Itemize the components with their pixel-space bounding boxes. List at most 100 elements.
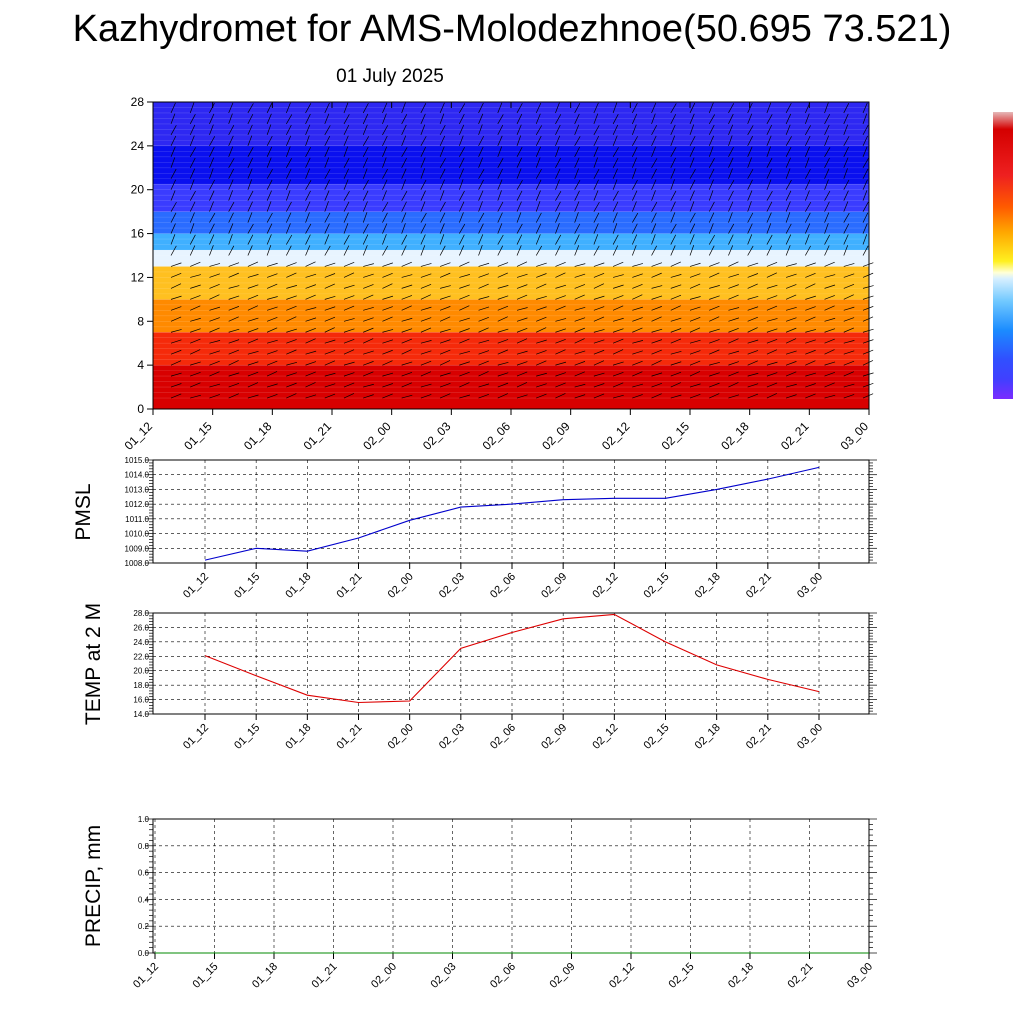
wind-barb [170,190,176,201]
wind-barb [516,245,522,256]
wind-barb [766,349,778,355]
wind-barb [862,393,874,399]
wind-barb [824,394,836,399]
wind-barb [689,317,701,322]
wind-barb [632,113,638,125]
wind-barb [266,350,278,355]
wind-barb [228,179,234,190]
wind-barb [420,190,426,201]
wind-barb [401,382,412,388]
wind-barb [536,306,547,311]
wind-barb [747,113,753,125]
wind-barb [574,223,581,234]
wind-barb [632,146,638,157]
wind-barb [708,124,715,136]
wind-barb [535,157,541,168]
wind-barb [209,146,215,157]
heatmap-y-tick-label: 12 [131,270,145,284]
wind-barb [228,306,240,311]
wind-barb [209,383,221,388]
heatmap-y-tick-label: 4 [137,358,144,372]
heatmap-x-tick-label: 02_03 [420,419,454,453]
wind-barb [689,169,696,179]
x-tick-label: 02_03 [437,722,467,752]
wind-barb [420,350,432,355]
wind-barb [728,371,739,377]
wind-barb [747,306,759,311]
wind-barb [363,361,374,366]
wind-barb [189,124,196,136]
wind-barb [228,234,233,245]
y-tick-label: 24.0 [133,638,149,647]
wind-barb [651,102,657,114]
wind-barb [209,283,220,289]
wind-barb [497,157,504,168]
wind-barb [728,180,735,190]
wind-barb [497,361,509,366]
wind-barb [651,316,662,322]
wind-barb [593,295,605,300]
wind-barb [459,274,471,278]
heatmap-x-tick-label: 02_15 [659,419,693,453]
wind-barb [843,113,849,125]
wind-barb [286,102,291,114]
wind-barb [286,339,297,344]
wind-barb [362,124,368,136]
wind-barb [266,201,272,212]
wind-barb [362,146,369,157]
wind-barb [497,349,509,355]
wind-barb [824,305,835,311]
wind-barb [343,262,355,267]
wind-barb [266,283,278,289]
x-tick-label: 02_00 [386,722,416,752]
wind-barb [305,361,317,366]
wind-barb [459,382,470,388]
wind-barb [324,339,336,344]
wind-barb [689,273,701,278]
wind-barb [190,295,201,300]
wind-barb [516,371,528,377]
wind-barb [862,382,874,388]
wind-barb [382,339,394,344]
wind-barb [420,168,425,179]
wind-barb [612,212,618,223]
wind-barb [574,263,586,267]
wind-barb [401,261,412,267]
wind-barb [747,350,759,355]
wind-barb [459,394,471,399]
wind-barb [324,393,336,399]
wind-barb [209,223,215,234]
wind-barb [209,340,221,344]
wind-barb [747,168,754,179]
wind-barb [247,394,259,399]
wind-barb [497,146,503,157]
wind-barb [766,135,772,146]
wind-barb [689,157,695,168]
wind-barb [228,190,233,201]
wind-barb [785,234,792,245]
wind-barb [747,212,754,223]
wind-barb [459,147,465,157]
wind-barb [843,212,850,223]
wind-barb [459,179,464,190]
series-line-0 [204,613,820,704]
wind-barb [439,393,451,399]
wind-barb [805,223,811,234]
wind-barb [670,328,682,333]
wind-barb [766,146,771,157]
wind-barb [382,146,388,157]
wind-barb [305,338,316,344]
wind-barb [708,234,716,245]
wind-barb [247,103,254,114]
wind-barb [632,245,637,256]
wind-barb [363,327,374,333]
wind-barb [689,339,701,344]
wind-barb [843,103,850,114]
wind-barb [228,372,240,377]
wind-barb [439,146,445,157]
wind-barb [709,328,720,333]
wind-barb [209,245,214,256]
wind-barb [785,338,797,344]
wind-barb [516,168,522,179]
wind-barb [459,261,470,267]
